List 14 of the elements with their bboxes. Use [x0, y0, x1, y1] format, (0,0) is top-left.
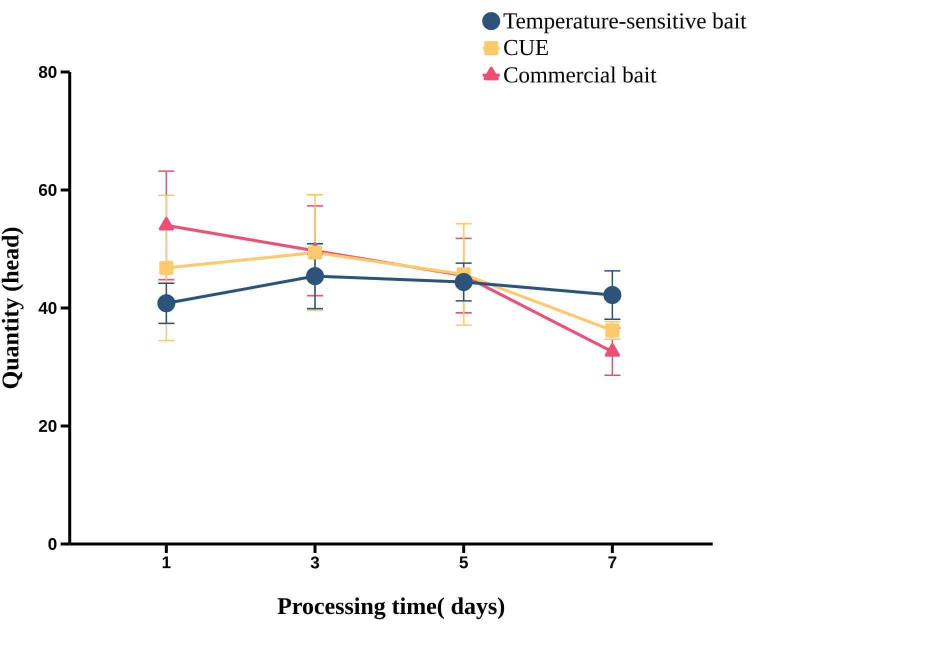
x-tick-label: 5: [459, 556, 468, 568]
legend-label: Commercial bait: [504, 66, 656, 83]
y-tick-label: 60: [38, 184, 56, 196]
y-tick-label: 20: [38, 420, 56, 432]
x-axis-title: Processing time( days): [278, 597, 504, 620]
legend-label: CUE: [504, 40, 548, 56]
y-tick-label: 0: [48, 538, 56, 550]
x-tick-label: 3: [310, 556, 320, 569]
x-tick-label: 7: [608, 556, 616, 568]
y-tick-label: 80: [38, 66, 56, 78]
legend-label: Temperature-sensitive bait: [504, 12, 746, 34]
x-tick-label: 1: [162, 556, 171, 568]
y-tick-label: 40: [38, 302, 56, 314]
y-axis-title: Quantity (head): [2, 228, 24, 388]
